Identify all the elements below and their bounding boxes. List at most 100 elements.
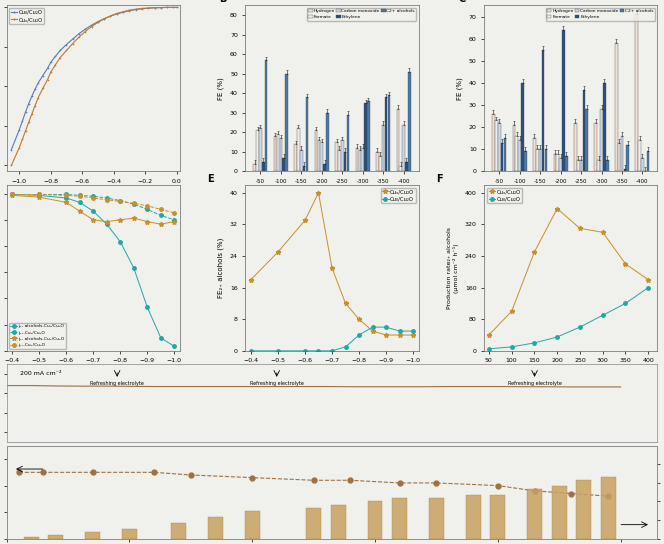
j₂₊ alcohols-Cuₓ/Cu₂O	[143, 202, 151, 209]
Bar	[603, 83, 606, 171]
Cuₓ/Cu₂O	[151, 4, 159, 11]
Bar	[321, 142, 323, 171]
Cuₓ/Cu₂O	[644, 276, 652, 283]
Cu₀/Cu₂O	[75, 30, 83, 37]
Cuₓ/Cu₂O	[34, 95, 42, 101]
Cu₀/Cu₂O	[28, 93, 36, 100]
j₁₊ alcohols-Cuₓ/Cu₂O	[76, 208, 84, 214]
Bar	[286, 74, 288, 171]
Cu₀/Cu₂O	[19, 118, 27, 124]
Cu₀/Cu₂O	[409, 328, 417, 335]
Line: Cu₀/Cu₂O: Cu₀/Cu₂O	[249, 325, 415, 353]
j₁₊ alcohols-Cuₓ/Cu₂O	[157, 221, 165, 227]
Bar	[280, 138, 282, 171]
j₁₊ alcohols-Cuₓ/Cu₂O	[89, 217, 97, 223]
Bar	[533, 138, 536, 171]
Bar	[641, 158, 644, 171]
Cu₀/Cu₂O	[485, 345, 493, 352]
Cuₓ/Cu₂O	[396, 332, 404, 338]
Bar	[635, 14, 638, 171]
Text: Refreshing electrolyte: Refreshing electrolyte	[250, 381, 303, 386]
Bar	[171, 523, 186, 539]
Cu₀/Cu₂O	[355, 332, 363, 338]
Text: Refreshing electrolyte: Refreshing electrolyte	[90, 381, 144, 386]
Bar	[245, 511, 260, 539]
j₂₊ alcohols-Cuₓ/Cu₂O	[103, 196, 111, 203]
j₂₊ alcohols-Cuₓ/Cu₂O	[8, 191, 16, 198]
Bar	[282, 158, 285, 171]
Cu₀/Cu₂O	[169, 4, 177, 11]
Cuₓ/Cu₂O	[100, 16, 108, 22]
Cu₀/Cu₂O	[62, 41, 70, 48]
Cu₀/Cu₂O	[144, 5, 152, 11]
Bar	[317, 140, 320, 171]
Bar	[556, 154, 559, 171]
Cuₓ/Cu₂O	[131, 6, 139, 13]
Cu₀/Cu₂O	[113, 11, 121, 17]
Bar	[303, 165, 305, 171]
j₂₊ alcohols-Cu₀/Cu₂O	[129, 201, 137, 207]
Bar	[513, 125, 515, 171]
Cuₓ/Cu₂O	[28, 111, 36, 118]
Bar	[262, 162, 264, 171]
Cu₀/Cu₂O	[301, 348, 309, 354]
Cu₀/Cu₂O	[157, 4, 165, 11]
Cuₓ/Cu₂O	[69, 40, 77, 47]
Cuₓ/Cu₂O	[75, 34, 83, 40]
Bar	[347, 115, 349, 171]
Bar	[384, 97, 387, 171]
Bar	[274, 136, 276, 171]
Cu₀/Cu₂O	[576, 324, 584, 330]
Cuₓ/Cu₂O	[622, 261, 629, 267]
Cuₓ/Cu₂O	[301, 217, 309, 224]
Bar	[606, 160, 609, 171]
Cuₓ/Cu₂O	[485, 332, 493, 338]
Bar	[367, 101, 370, 171]
Bar	[562, 30, 565, 171]
j₂₊ alcohols-Cuₓ/Cu₂O	[129, 200, 137, 207]
Cuₓ/Cu₂O	[21, 128, 29, 134]
Bar	[542, 50, 544, 171]
Bar	[315, 131, 317, 171]
Cuₓ/Cu₂O	[19, 136, 27, 143]
j₂₊ alcohols-Cu₀/Cu₂O	[62, 191, 70, 198]
Cuₓ/Cu₂O	[46, 69, 54, 76]
Bar	[515, 136, 518, 171]
Bar	[208, 517, 222, 539]
Bar	[277, 134, 280, 171]
Cuₓ/Cu₂O	[163, 4, 171, 11]
Bar	[524, 151, 527, 171]
Bar	[365, 103, 367, 171]
Line: j₁₊ alcohols-Cu₀/Cu₂O: j₁₊ alcohols-Cu₀/Cu₂O	[11, 193, 176, 348]
Cuₓ/Cu₂O	[138, 5, 146, 11]
Cuₓ/Cu₂O	[576, 225, 584, 232]
j₂₊ alcohols-Cu₀/Cu₂O	[8, 191, 16, 198]
Text: 200 mA cm⁻²: 200 mA cm⁻²	[20, 370, 61, 375]
Bar	[388, 95, 390, 171]
Bar	[341, 140, 343, 171]
Cu₀/Cu₂O	[100, 15, 108, 22]
Y-axis label: FE (%): FE (%)	[218, 77, 224, 100]
X-axis label: Current density (mA cm⁻²): Current density (mA cm⁻²)	[525, 369, 618, 376]
X-axis label: E - IR (V vs. RHE): E - IR (V vs. RHE)	[64, 369, 123, 375]
Cu₀/Cu₂O	[81, 26, 89, 33]
Bar	[405, 162, 408, 171]
Bar	[586, 109, 588, 171]
Bar	[356, 148, 359, 171]
Bar	[376, 152, 378, 171]
Cuₓ/Cu₂O	[531, 249, 539, 255]
Line: Cuₓ/Cu₂O: Cuₓ/Cu₂O	[11, 7, 177, 166]
Bar	[598, 160, 600, 171]
Bar	[408, 72, 410, 171]
Cu₀/Cu₂O	[508, 344, 516, 350]
Cuₓ/Cu₂O	[39, 85, 46, 92]
Text: E: E	[207, 174, 214, 183]
Legend: Hydrogen, Formate, Carbon monoxide, Ethylene, C2+ alcohols: Hydrogen, Formate, Carbon monoxide, Ethy…	[546, 8, 655, 21]
Cu₀/Cu₂O	[106, 13, 114, 20]
Cu₀/Cu₂O	[125, 8, 133, 14]
Line: Cu₀/Cu₂O: Cu₀/Cu₂O	[487, 286, 650, 350]
Bar	[361, 148, 364, 171]
j₂₊ alcohols-Cu₀/Cu₂O	[35, 191, 43, 198]
Legend: Cuₓ/Cu₂O, Cu₀/Cu₂O: Cuₓ/Cu₂O, Cu₀/Cu₂O	[380, 188, 416, 203]
j₂₊ alcohols-Cuₓ/Cu₂O	[170, 209, 178, 216]
